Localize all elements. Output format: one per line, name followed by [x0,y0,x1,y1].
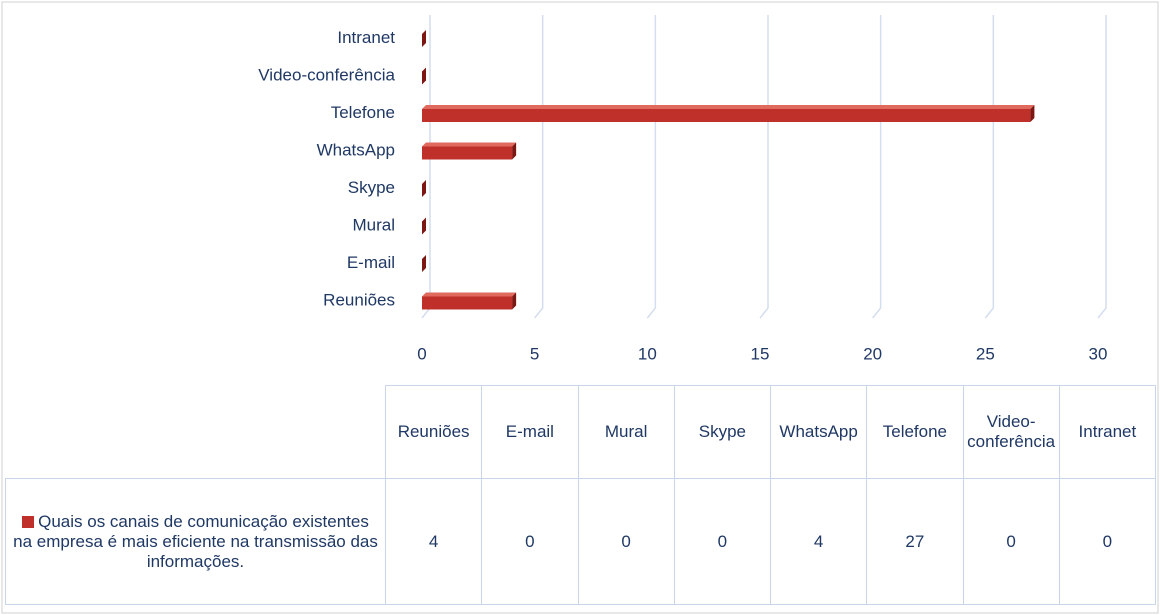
bar-top [422,142,517,147]
x-tick-label: 20 [863,344,882,363]
table-header: Mural [577,385,675,479]
table-value: 0 [481,478,579,605]
table-header: Skype [673,385,771,479]
x-tick-label: 25 [976,344,995,363]
legend-swatch [22,516,35,529]
grid-line [646,15,657,319]
table-header: Reuniões [385,385,483,479]
table-value: 27 [866,478,964,605]
x-tick-label: 5 [530,344,539,363]
y-tick-label: E-mail [347,253,395,272]
bar [422,296,513,310]
bar-side [512,142,517,160]
bar-side [1030,105,1035,122]
y-tick-label: Video-conferência [258,65,395,84]
grid-line [421,15,431,319]
x-tick-label: 10 [638,344,657,363]
table-header: E-mail [481,385,579,479]
table-value: 0 [962,478,1060,605]
bar-side [422,30,426,47]
table-value: 0 [673,478,771,605]
bar [422,146,513,160]
legend-label: Quais os canais de comunicação existente… [13,511,378,571]
x-tick-label: 15 [751,344,770,363]
grid-line [984,15,995,319]
bar-side [422,217,426,235]
grid-line [872,15,882,319]
table-value: 0 [577,478,675,605]
grid-line [759,15,769,319]
grid-line [534,15,544,319]
grid-line [1097,15,1107,319]
bar [422,109,1031,122]
legend-entry: Quais os canais de comunicação existente… [12,512,379,572]
table-value: 4 [770,478,868,605]
y-tick-label: Telefone [331,103,395,122]
table-header: WhatsApp [770,385,868,479]
y-tick-label: WhatsApp [317,140,395,159]
bar-side [422,180,426,197]
bar-top [422,292,517,297]
x-tick-label: 0 [417,344,426,363]
table-header: Intranet [1058,385,1156,479]
table-value: 0 [1058,478,1156,605]
x-tick-label: 30 [1089,344,1108,363]
bar-side [512,292,517,310]
table-header: Video-conferência [962,385,1060,479]
table-header: Telefone [866,385,964,479]
bar-top [422,105,1035,109]
bar-side [422,67,426,85]
y-tick-label: Mural [352,215,395,234]
table-value: 4 [385,478,483,605]
bar-side [422,255,426,272]
y-tick-label: Skype [348,178,395,197]
y-tick-label: Intranet [337,28,395,47]
y-tick-label: Reuniões [323,290,395,309]
table-legend: Quais os canais de comunicação existente… [5,478,386,605]
